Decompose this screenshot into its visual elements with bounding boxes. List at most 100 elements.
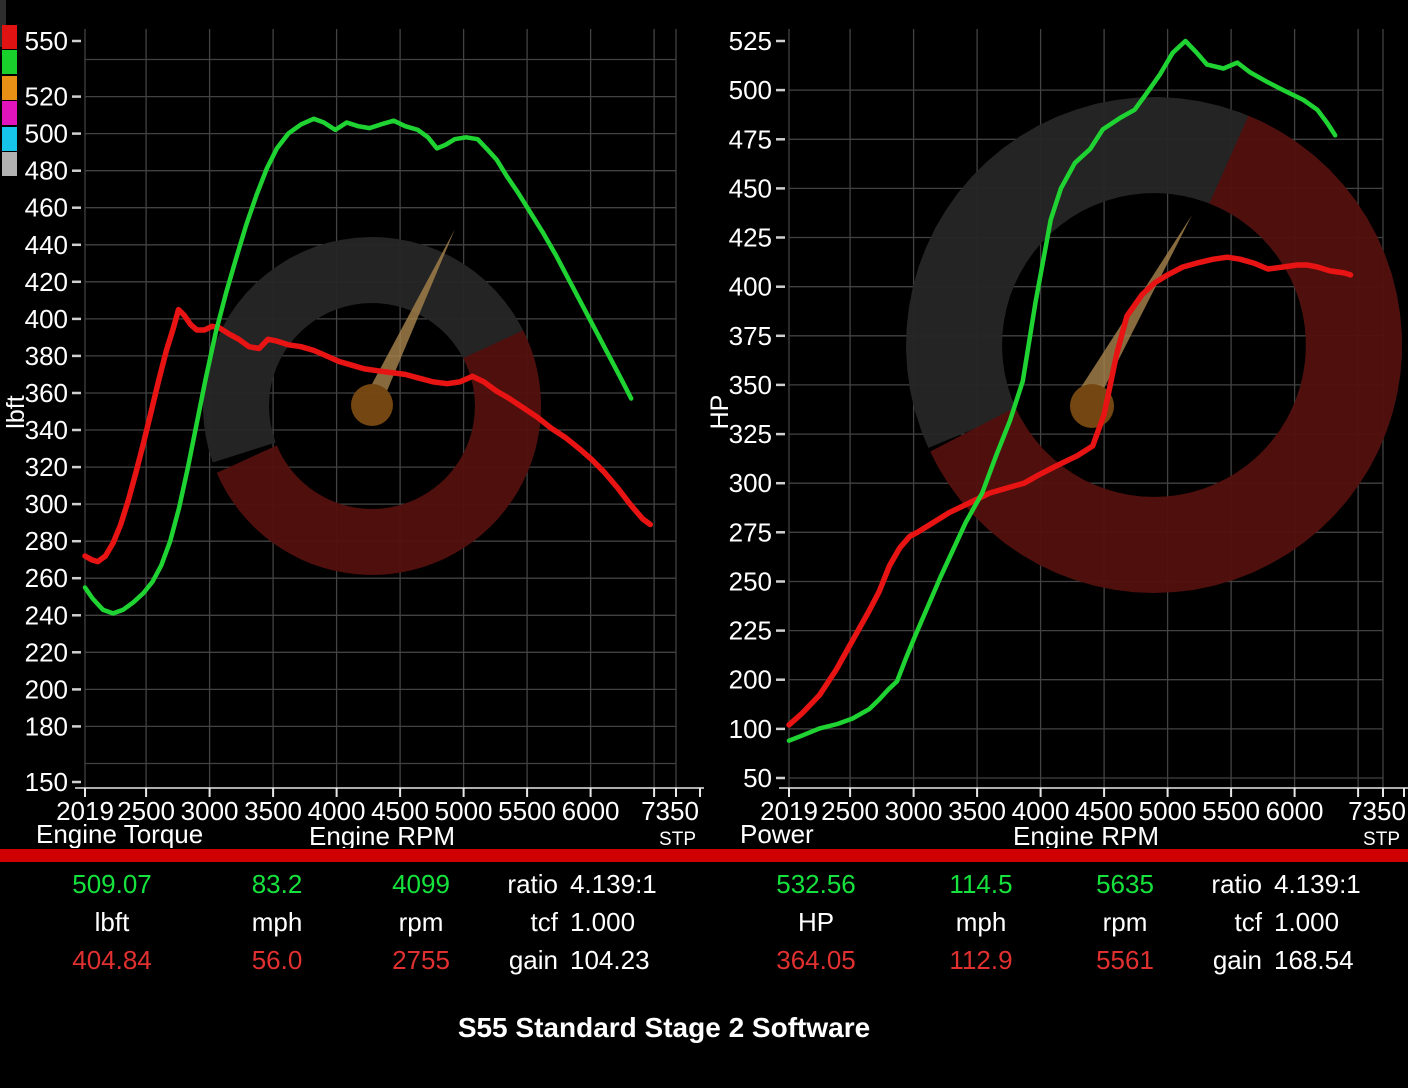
gain-value: 168.54 xyxy=(1274,945,1354,975)
cyan-series-swatch xyxy=(2,126,17,151)
torque-readout-panel: 509.07 lbft 404.84 83.2 mph 56.0 4099 rp… xyxy=(0,866,704,994)
x-tick-label: 2500 xyxy=(821,796,879,826)
x-tick-label: 4000 xyxy=(308,796,366,826)
gain-label: gain xyxy=(508,945,558,975)
gauge-watermark xyxy=(905,96,1402,594)
rpm-unit: rpm xyxy=(1102,907,1148,937)
y-tick-label: 300 xyxy=(729,468,772,498)
stage2-peak-power: 532.56 xyxy=(776,869,856,899)
y-tick-label: 280 xyxy=(25,526,68,556)
power-unit: HP xyxy=(797,907,835,937)
y-tick-label: 480 xyxy=(25,156,68,186)
x-tick-label: 3500 xyxy=(244,796,302,826)
stage2-peak-torque: 509.07 xyxy=(72,869,152,899)
gauge-hub xyxy=(351,384,393,426)
magenta-series-swatch xyxy=(2,101,17,126)
gauge-needle xyxy=(364,229,455,410)
y-tick-label: 375 xyxy=(729,321,772,351)
tcf-value: 1.000 xyxy=(1274,907,1340,937)
x-tick-label: 3500 xyxy=(948,796,1006,826)
torque-chart[interactable]: 550 520 500 480 460 440 420 400 380 360 340 320 300 2… xyxy=(0,0,704,848)
x-tick-label: 6000 xyxy=(562,796,620,826)
ratio-value: 4.139:1 xyxy=(1274,869,1361,899)
baseline-speed: 112.9 xyxy=(949,945,1013,975)
y-tick-label: 200 xyxy=(729,665,772,695)
y-tick-label: 525 xyxy=(729,26,772,56)
x-tick-label: 2019 xyxy=(56,796,114,826)
y-tick-label: 450 xyxy=(729,173,772,203)
x-axis-title: Engine RPM xyxy=(1013,821,1159,848)
correction-label: STP xyxy=(659,829,696,848)
x-tick-label: 2019 xyxy=(760,796,818,826)
y-tick-label: 550 xyxy=(25,26,68,56)
gain-label: gain xyxy=(1212,945,1262,975)
y-tick-label: 250 xyxy=(729,567,772,597)
power-readout-panel: 532.56 HP 364.05 114.5 mph 112.9 5635 rp… xyxy=(704,866,1408,994)
x-tick-label: 4500 xyxy=(1075,796,1133,826)
baseline-peak-power: 364.05 xyxy=(776,945,856,975)
y-tick-label: 475 xyxy=(729,124,772,154)
x-tick-label: 5500 xyxy=(498,796,556,826)
x-tick-label: 4000 xyxy=(1012,796,1070,826)
orange-series-swatch xyxy=(2,75,17,100)
x-tick-label: 4500 xyxy=(371,796,429,826)
baseline-peak-torque: 404.84 xyxy=(72,945,152,975)
tcf-label: tcf xyxy=(1234,907,1262,937)
y-tick-label: 350 xyxy=(729,370,772,400)
separator-bar xyxy=(0,849,1408,862)
stage2-speed: 83.2 xyxy=(251,869,303,899)
y-tick-label: 400 xyxy=(25,304,68,334)
y-tick-label: 260 xyxy=(25,563,68,593)
page-title: S55 Standard Stage 2 Software xyxy=(457,1012,871,1043)
x-tick-label: 2500 xyxy=(117,796,175,826)
ratio-value: 4.139:1 xyxy=(570,869,657,899)
y-tick-label: 240 xyxy=(25,600,68,630)
ratio-label: ratio xyxy=(1211,869,1262,899)
x-tick-label: 5000 xyxy=(435,796,493,826)
power-chart-svg: 525 500 475 450 425 400 375 350 325 300 275 250 225 2… xyxy=(706,26,1408,848)
baseline-peak-rpm: 5561 xyxy=(1096,945,1154,975)
baseline-speed: 56.0 xyxy=(251,945,303,975)
y-tick-label: 425 xyxy=(729,223,772,253)
y-tick-label: 180 xyxy=(25,711,68,741)
y-tick-label: 150 xyxy=(25,767,68,797)
y-tick-label: 100 xyxy=(729,714,772,744)
y-tick-label: 400 xyxy=(729,272,772,302)
y-tick-label: 340 xyxy=(25,415,68,445)
y-tick-label: 50 xyxy=(743,763,772,793)
gain-value: 104.23 xyxy=(570,945,650,975)
stage2-peak-rpm: 4099 xyxy=(392,869,450,899)
power-chart[interactable]: 525 500 475 450 425 400 375 350 325 300 275 250 225 2… xyxy=(704,0,1408,848)
stage2-power-curve xyxy=(786,38,1338,743)
stage2-torque-curve xyxy=(82,116,634,616)
tcf-value: 1.000 xyxy=(570,907,636,937)
gauge-watermark xyxy=(202,229,542,575)
baseline-peak-rpm: 2755 xyxy=(392,945,450,975)
x-tick-label: 3000 xyxy=(885,796,943,826)
gauge-needle xyxy=(1076,215,1192,412)
gray-series-swatch xyxy=(2,151,17,176)
y-tick-label: 380 xyxy=(25,341,68,371)
x-tick-label: 5000 xyxy=(1139,796,1197,826)
y-tick-label: 500 xyxy=(25,119,68,149)
y-tick-label: 360 xyxy=(25,378,68,408)
stage2-peak-rpm: 5635 xyxy=(1096,869,1154,899)
series-color-legend xyxy=(2,25,17,177)
y-tick-label: 325 xyxy=(729,419,772,449)
x-end-label: 7350 xyxy=(641,796,699,826)
baseline-power-curve xyxy=(786,254,1354,728)
y-tick-label: 320 xyxy=(25,452,68,482)
red-series-swatch xyxy=(2,25,17,49)
speed-unit: mph xyxy=(251,907,303,937)
y-tick-label: 440 xyxy=(25,230,68,260)
corner-label: Power xyxy=(740,819,814,848)
corner-label: Engine Torque xyxy=(36,819,203,848)
ratio-label: ratio xyxy=(507,869,558,899)
tcf-label: tcf xyxy=(530,907,558,937)
rpm-unit: rpm xyxy=(398,907,444,937)
x-tick-label: 6000 xyxy=(1266,796,1324,826)
stage2-speed: 114.5 xyxy=(949,869,1013,899)
baseline-torque-curve xyxy=(82,306,654,565)
x-tick-label: 5500 xyxy=(1202,796,1260,826)
